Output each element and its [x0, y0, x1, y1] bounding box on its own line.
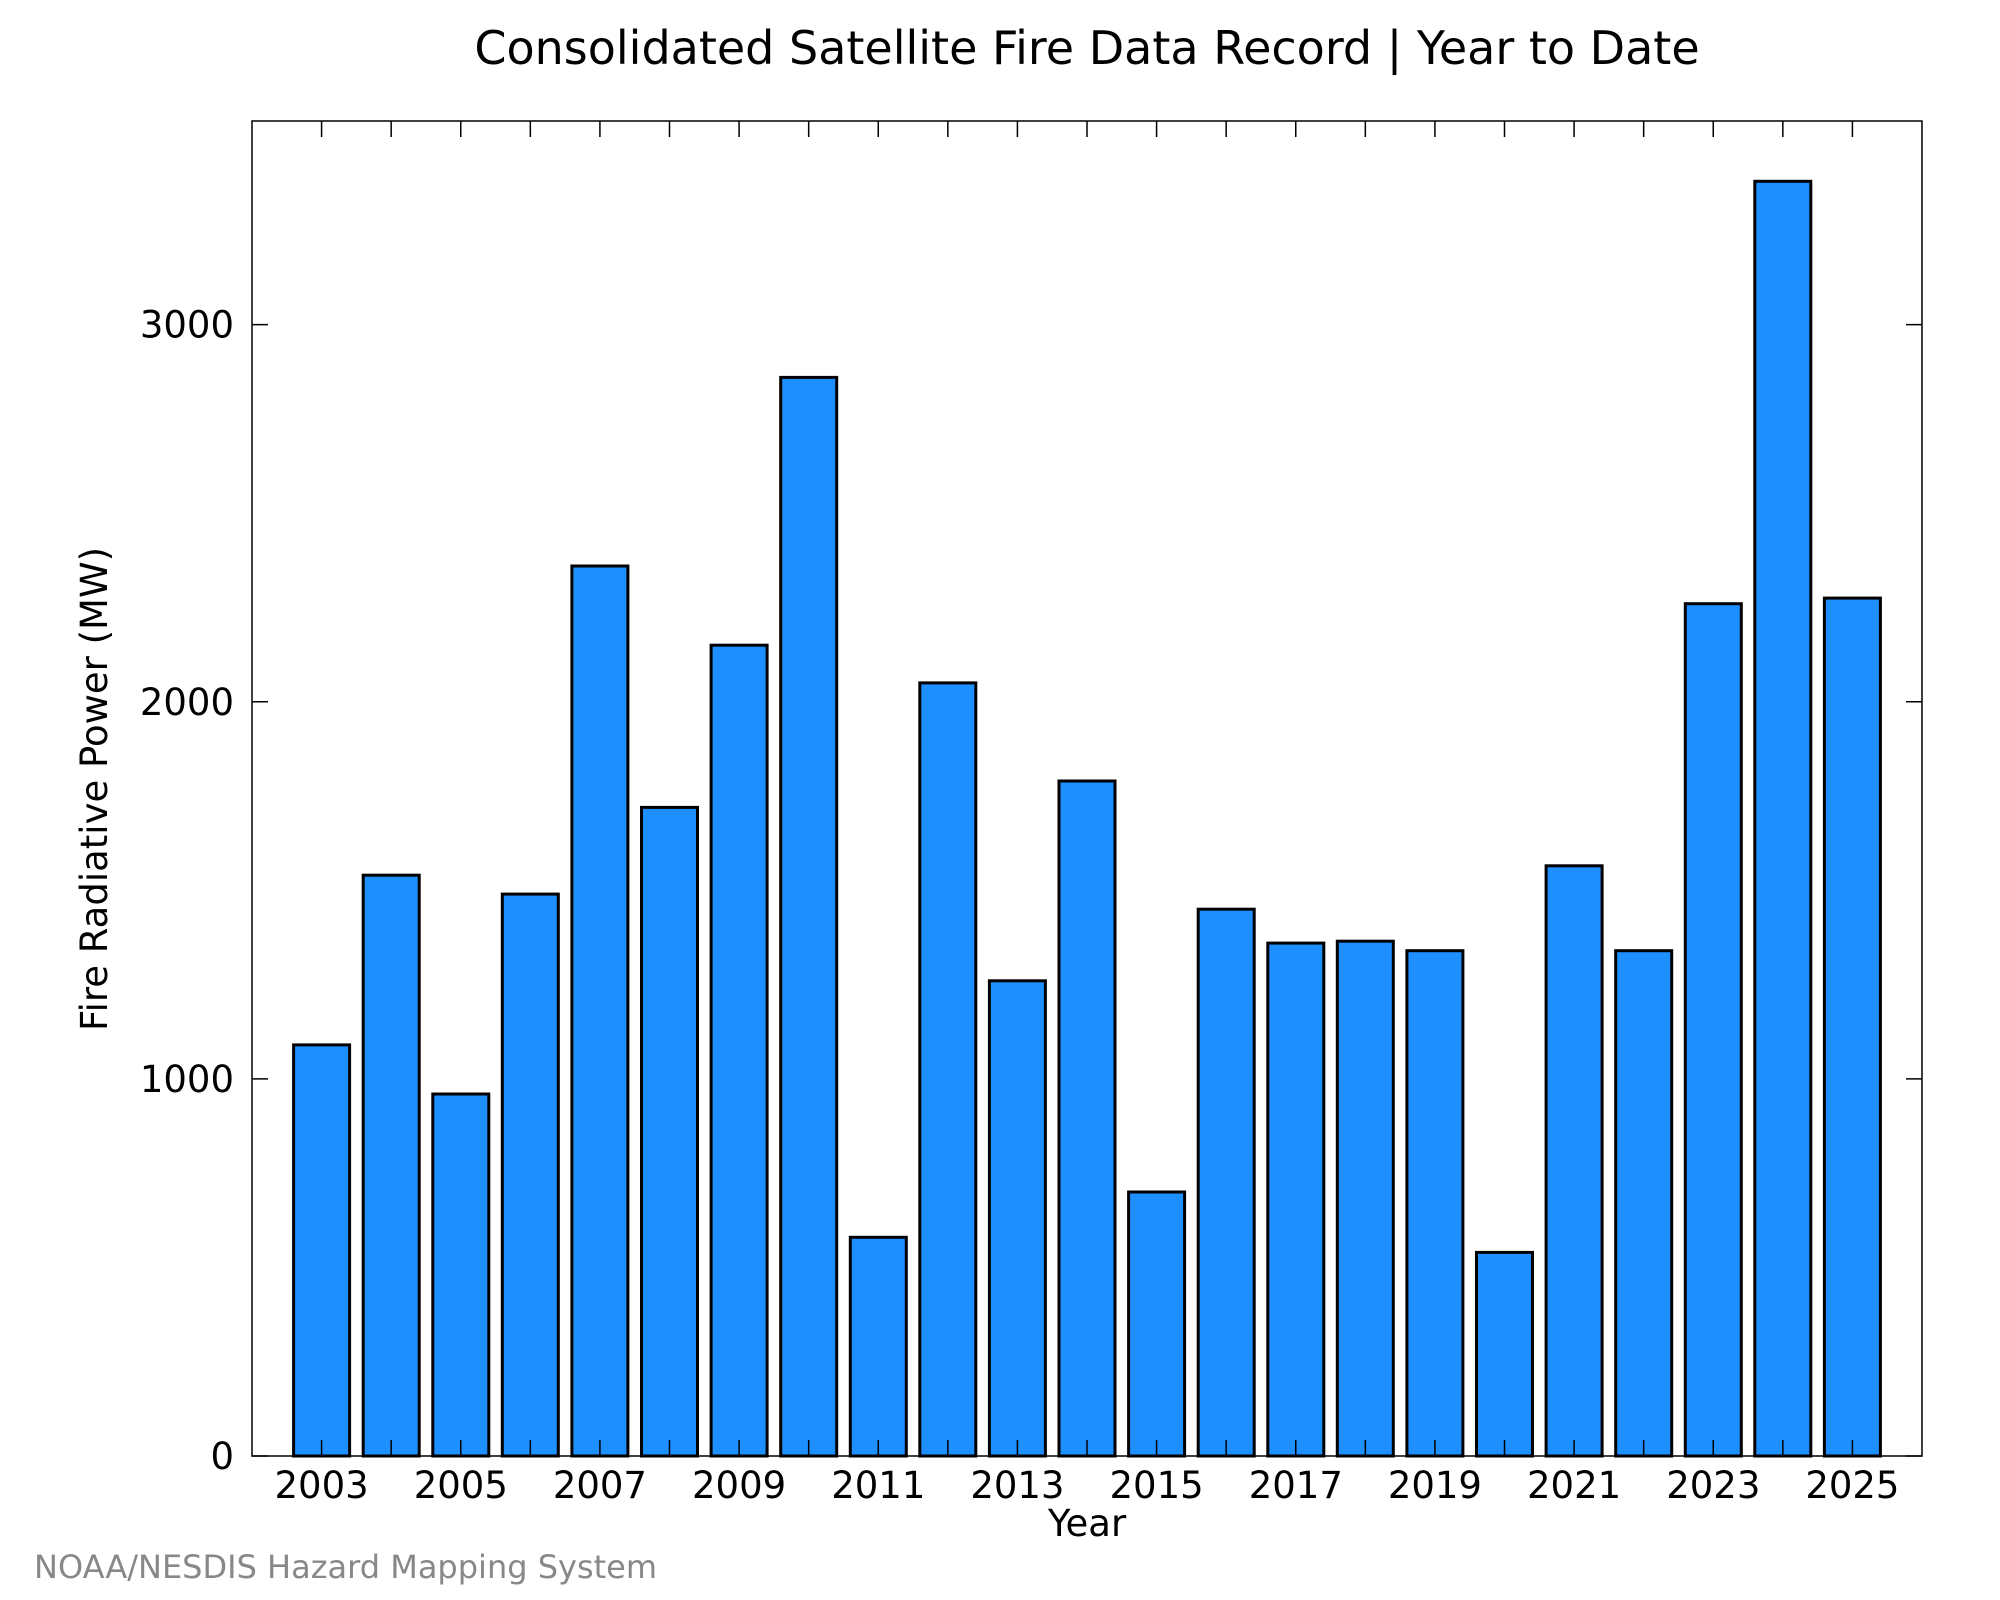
x-tick-label-2011: 2011	[831, 1464, 925, 1507]
bar-2018	[1335, 939, 1395, 1458]
bar-2009	[709, 643, 769, 1458]
bar-2003	[292, 1043, 352, 1458]
bar-2005	[431, 1092, 491, 1458]
bar-2012	[918, 681, 978, 1458]
x-tick-label-2019: 2019	[1388, 1464, 1482, 1507]
bar-2013	[987, 979, 1047, 1458]
bar-2015	[1127, 1190, 1187, 1458]
x-tick-label-2005: 2005	[414, 1464, 508, 1507]
chart-title: Consolidated Satellite Fire Data Record …	[474, 21, 1699, 76]
x-tick-label-2025: 2025	[1805, 1464, 1899, 1507]
x-tick-label-2017: 2017	[1249, 1464, 1343, 1507]
bar-2022	[1614, 949, 1674, 1458]
x-tick-label-2009: 2009	[692, 1464, 786, 1507]
y-tick-label-1000: 1000	[140, 1058, 234, 1101]
bar-2020	[1475, 1250, 1534, 1458]
bar-2023	[1683, 602, 1743, 1458]
bar-2014	[1057, 779, 1117, 1458]
bar-2004	[361, 873, 421, 1458]
bar-2019	[1405, 949, 1465, 1458]
bar-2021	[1544, 864, 1604, 1458]
source-credit: NOAA/NESDIS Hazard Mapping System	[34, 1548, 657, 1586]
bar-2008	[640, 805, 699, 1458]
bar-2016	[1196, 907, 1256, 1458]
bars-layer	[292, 179, 1882, 1458]
tick-labels-layer: 2003 2005 2007 2009 2011 2013 2015 2017 2019 2021…	[140, 304, 1900, 1507]
bar-2011	[848, 1235, 908, 1458]
bar-2007	[570, 564, 630, 1458]
y-tick-label-0: 0	[210, 1435, 234, 1478]
x-tick-label-2023: 2023	[1666, 1464, 1760, 1507]
x-tick-label-2021: 2021	[1527, 1464, 1621, 1507]
x-tick-label-2015: 2015	[1110, 1464, 1204, 1507]
y-axis-label: Fire Radiative Power (MW)	[73, 547, 116, 1031]
x-tick-label-2013: 2013	[970, 1464, 1064, 1507]
plot-frame	[251, 120, 1923, 1457]
x-tick-label-2003: 2003	[275, 1464, 369, 1507]
bar-2024	[1753, 179, 1813, 1458]
bar-2010	[779, 375, 839, 1458]
bar-2006	[500, 892, 560, 1458]
x-tick-label-2007: 2007	[553, 1464, 647, 1507]
y-tick-label-2000: 2000	[140, 681, 234, 724]
x-axis-label: Year	[1047, 1502, 1127, 1545]
bar-2025	[1822, 596, 1882, 1458]
y-tick-label-3000: 3000	[140, 304, 234, 347]
bar-2017	[1266, 941, 1326, 1458]
